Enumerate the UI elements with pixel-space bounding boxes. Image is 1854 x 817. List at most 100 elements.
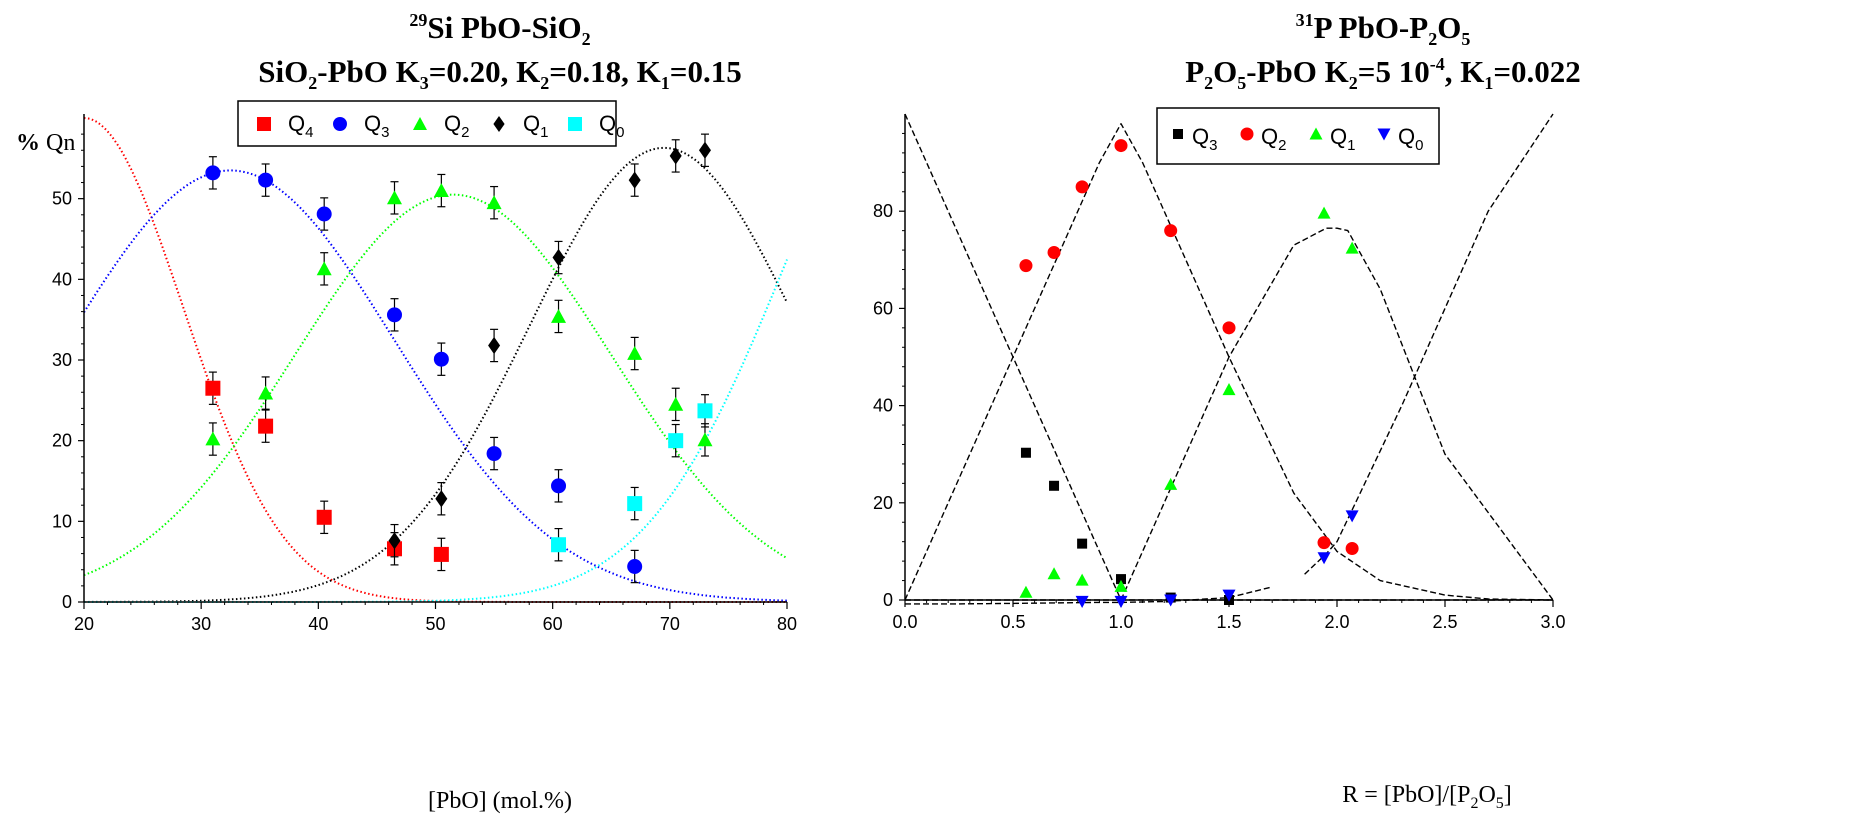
point-q1 bbox=[1164, 477, 1178, 490]
point-q1 bbox=[669, 147, 682, 165]
point-q1 bbox=[488, 336, 501, 355]
point-q0 bbox=[551, 537, 567, 553]
chart2-axes: 0.0 0.5 1.0 1.5 2.0 2.5 3.0 0 20 40 60 80 bbox=[873, 114, 1566, 632]
point-q1 bbox=[552, 248, 565, 267]
chart2-title-line2: P2O5-PbO K2=5 10-4, K1=0.022 bbox=[1185, 54, 1581, 93]
point-q2 bbox=[668, 396, 684, 411]
point-q2 bbox=[386, 190, 402, 205]
legend-box bbox=[237, 100, 617, 147]
point-q2 bbox=[1317, 536, 1331, 550]
point-q3 bbox=[205, 165, 221, 181]
chart-p-pbo: 31P PbO-P2O5 P2O5-PbO K2=5 10-4, K1=0.02… bbox=[873, 10, 1581, 812]
point-q2 bbox=[1047, 246, 1061, 260]
legend-marker-q2 bbox=[1240, 127, 1254, 141]
point-q4 bbox=[316, 509, 332, 525]
legend-marker-q0 bbox=[1377, 128, 1391, 141]
y-tick-label: 0 bbox=[62, 592, 72, 612]
chart1-data-points bbox=[205, 133, 713, 584]
point-q3 bbox=[627, 559, 643, 575]
fit-curve bbox=[1304, 113, 1554, 575]
x-tick-label: 80 bbox=[777, 614, 797, 634]
legend-marker-q4 bbox=[257, 117, 271, 131]
point-q1 bbox=[1114, 579, 1128, 592]
point-q0 bbox=[1345, 510, 1359, 523]
point-q1 bbox=[1047, 567, 1061, 580]
y-tick-label: 0 bbox=[883, 590, 893, 610]
point-q2 bbox=[551, 308, 567, 323]
point-q3 bbox=[1049, 480, 1060, 491]
point-q1 bbox=[1345, 241, 1359, 254]
point-q2 bbox=[1019, 259, 1033, 273]
point-q2 bbox=[205, 431, 221, 446]
legend-marker-q0 bbox=[568, 117, 582, 131]
point-q2 bbox=[258, 385, 274, 400]
chart2-fit-curves bbox=[904, 113, 1554, 605]
point-q0 bbox=[1164, 594, 1178, 607]
point-q1 bbox=[698, 141, 711, 159]
x-tick-label: 40 bbox=[308, 614, 328, 634]
x-tick-label: 2.5 bbox=[1432, 612, 1457, 632]
legend-label-q2: Q2 bbox=[1261, 124, 1286, 154]
point-q4 bbox=[258, 418, 274, 434]
point-q3 bbox=[1020, 447, 1031, 458]
point-q3 bbox=[1077, 538, 1088, 549]
point-q1 bbox=[1222, 383, 1236, 396]
y-tick-label: 20 bbox=[52, 431, 72, 451]
y-tick-label: 50 bbox=[52, 189, 72, 209]
point-q2 bbox=[486, 195, 502, 210]
point-q1 bbox=[1019, 585, 1033, 598]
y-tick-label: 30 bbox=[52, 350, 72, 370]
point-q1 bbox=[1317, 206, 1331, 219]
chart1-title-line2: SiO2-PbO K3=0.20, K2=0.18, K1=0.15 bbox=[258, 54, 741, 93]
chart1-ylabel: % Qn bbox=[16, 130, 75, 156]
point-q4 bbox=[205, 380, 221, 396]
point-q2 bbox=[1164, 224, 1178, 238]
x-tick-label: 0.5 bbox=[1000, 612, 1025, 632]
point-q1 bbox=[388, 532, 401, 550]
legend-label-q1: Q1 bbox=[1330, 124, 1355, 154]
legend-label-q0: Q0 bbox=[1398, 124, 1423, 154]
legend-marker-q3 bbox=[1173, 129, 1183, 139]
legend-marker-q3 bbox=[333, 117, 347, 131]
point-q2 bbox=[697, 432, 713, 447]
y-tick-label: 40 bbox=[873, 396, 893, 416]
point-q2 bbox=[627, 346, 643, 360]
chart-si-pbo: 29Si PbO-SiO2 SiO2-PbO K3=0.20, K2=0.18,… bbox=[16, 10, 797, 814]
point-q1 bbox=[435, 490, 448, 508]
point-q0 bbox=[668, 433, 684, 449]
legend-marker-q2 bbox=[413, 117, 427, 130]
chart1-xlabel: [PbO] (mol.%) bbox=[428, 788, 572, 814]
point-q3 bbox=[386, 307, 402, 323]
fit-curve-q2 bbox=[83, 193, 788, 577]
x-tick-label: 0.0 bbox=[892, 612, 917, 632]
point-q3 bbox=[316, 206, 332, 222]
legend-label-q1: Q1 bbox=[523, 111, 548, 141]
x-tick-label: 50 bbox=[425, 614, 445, 634]
point-q2 bbox=[1075, 180, 1089, 194]
x-tick-label: 30 bbox=[191, 614, 211, 634]
point-q2 bbox=[1222, 321, 1236, 335]
chart1-legend: Q4 Q3 Q2 Q1 Q0 bbox=[237, 100, 624, 147]
legend-marker-q1 bbox=[1309, 127, 1323, 140]
y-tick-label: 10 bbox=[52, 511, 72, 531]
fit-curve bbox=[905, 586, 1273, 605]
point-q3 bbox=[1116, 574, 1126, 585]
point-q1 bbox=[628, 171, 641, 189]
point-q0 bbox=[1114, 595, 1128, 608]
chart2-title-line1: 31P PbO-P2O5 bbox=[1296, 10, 1471, 49]
point-q2 bbox=[433, 183, 449, 197]
point-q4 bbox=[433, 546, 449, 562]
chart2-legend: Q3 Q2 Q1 Q0 bbox=[1156, 107, 1440, 165]
fit-curve-q1 bbox=[84, 146, 788, 603]
chart2-xlabel: R = [PbO]/[P2O5] bbox=[1342, 782, 1512, 812]
x-tick-label: 20 bbox=[74, 614, 94, 634]
legend-label-q3: Q3 bbox=[364, 111, 389, 141]
point-q3 bbox=[486, 446, 502, 462]
y-tick-label: 80 bbox=[873, 201, 893, 221]
fit-curve-q3 bbox=[83, 169, 788, 602]
fit-curve bbox=[904, 123, 1554, 601]
x-tick-label: 2.0 bbox=[1324, 612, 1349, 632]
point-q3 bbox=[551, 478, 567, 494]
point-q0 bbox=[697, 403, 713, 419]
